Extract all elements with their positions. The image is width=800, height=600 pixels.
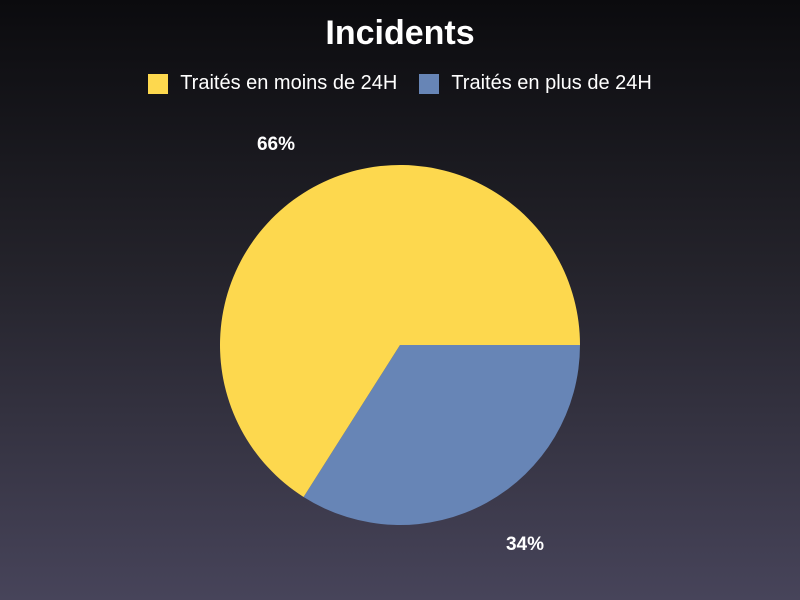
legend-swatch-under-24h <box>148 73 169 94</box>
chart-title: Incidents <box>325 14 475 52</box>
legend-label-under-24h: Traités en moins de 24H <box>180 72 398 94</box>
pie-slice-under-24h <box>219 165 580 497</box>
chart-legend: Traités en moins de 24H Traités en plus … <box>0 72 800 95</box>
data-label-under-24h: 66% <box>257 134 295 155</box>
legend-item-under-24h: Traités en moins de 24H <box>148 72 397 95</box>
pie-slice-over-24h <box>303 345 580 525</box>
pie-slices <box>219 165 580 525</box>
data-label-over-24h: 34% <box>506 534 544 555</box>
legend-swatch-over-24h <box>419 73 440 94</box>
legend-item-over-24h: Traités en plus de 24H <box>419 72 652 95</box>
pie-data-labels: 34% 66% <box>257 134 544 555</box>
legend-label-over-24h: Traités en plus de 24H <box>451 72 652 94</box>
